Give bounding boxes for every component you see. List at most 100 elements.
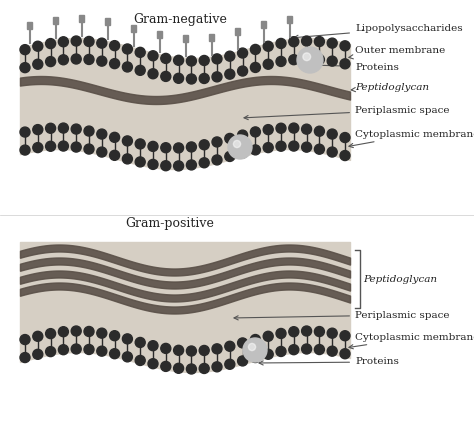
- Circle shape: [263, 125, 273, 135]
- Circle shape: [20, 334, 30, 345]
- Circle shape: [327, 56, 337, 66]
- Circle shape: [109, 132, 119, 142]
- Circle shape: [135, 337, 145, 348]
- Circle shape: [84, 126, 94, 136]
- Circle shape: [237, 338, 247, 348]
- Circle shape: [46, 39, 55, 48]
- Circle shape: [84, 345, 94, 354]
- Circle shape: [148, 51, 158, 61]
- Circle shape: [122, 136, 132, 146]
- Circle shape: [58, 327, 68, 337]
- Circle shape: [46, 329, 55, 339]
- Circle shape: [135, 139, 145, 149]
- Circle shape: [301, 142, 311, 152]
- Circle shape: [173, 55, 183, 65]
- Bar: [183, 35, 189, 42]
- Text: Cytoplasmic membrane: Cytoplasmic membrane: [349, 332, 474, 349]
- Circle shape: [301, 54, 311, 64]
- Circle shape: [148, 341, 158, 351]
- Circle shape: [33, 59, 43, 69]
- Circle shape: [297, 47, 323, 73]
- Circle shape: [340, 150, 350, 161]
- Circle shape: [46, 347, 55, 357]
- Circle shape: [97, 328, 107, 338]
- Bar: [236, 28, 240, 35]
- Circle shape: [340, 133, 350, 142]
- Circle shape: [109, 348, 119, 359]
- Circle shape: [109, 150, 119, 160]
- Circle shape: [263, 349, 273, 359]
- Text: Gram-negative: Gram-negative: [133, 13, 227, 26]
- Circle shape: [289, 123, 299, 133]
- Text: Periplasmic space: Periplasmic space: [234, 311, 449, 320]
- Circle shape: [71, 142, 81, 152]
- Circle shape: [199, 140, 209, 150]
- Text: Peptidoglycan: Peptidoglycan: [351, 82, 429, 92]
- Circle shape: [161, 71, 171, 82]
- Circle shape: [276, 346, 286, 357]
- Circle shape: [248, 343, 255, 351]
- Circle shape: [340, 349, 350, 359]
- Circle shape: [199, 56, 209, 65]
- Circle shape: [314, 37, 324, 46]
- Circle shape: [161, 54, 171, 63]
- Circle shape: [289, 327, 299, 337]
- Circle shape: [340, 331, 350, 341]
- Text: Outer membrane: Outer membrane: [349, 45, 445, 59]
- Circle shape: [33, 349, 43, 359]
- Circle shape: [109, 41, 119, 51]
- Circle shape: [135, 355, 145, 366]
- Circle shape: [20, 127, 30, 137]
- Bar: [80, 15, 84, 22]
- Circle shape: [199, 363, 209, 374]
- Circle shape: [20, 145, 30, 155]
- Circle shape: [250, 127, 260, 137]
- Circle shape: [186, 364, 196, 374]
- Circle shape: [58, 123, 68, 133]
- Circle shape: [314, 345, 324, 354]
- Circle shape: [212, 344, 222, 354]
- Circle shape: [301, 36, 311, 46]
- Circle shape: [33, 41, 43, 51]
- Circle shape: [97, 147, 107, 157]
- Circle shape: [199, 158, 209, 168]
- Circle shape: [212, 54, 222, 64]
- Circle shape: [250, 62, 260, 72]
- Circle shape: [122, 44, 132, 54]
- Circle shape: [327, 129, 337, 139]
- Circle shape: [58, 37, 68, 47]
- Bar: [157, 31, 163, 38]
- Circle shape: [71, 124, 81, 134]
- Circle shape: [199, 74, 209, 83]
- Circle shape: [289, 37, 299, 47]
- Circle shape: [161, 161, 171, 171]
- Bar: [106, 18, 110, 25]
- Circle shape: [186, 160, 196, 170]
- Circle shape: [301, 124, 311, 134]
- Circle shape: [33, 143, 43, 153]
- Circle shape: [58, 141, 68, 151]
- Circle shape: [186, 142, 196, 152]
- Circle shape: [237, 130, 247, 140]
- Circle shape: [276, 57, 286, 66]
- Circle shape: [237, 148, 247, 158]
- Circle shape: [263, 143, 273, 153]
- Bar: [262, 21, 266, 28]
- Circle shape: [303, 53, 310, 61]
- Circle shape: [276, 329, 286, 338]
- Circle shape: [186, 346, 196, 356]
- Circle shape: [225, 51, 235, 61]
- Circle shape: [84, 326, 94, 337]
- Circle shape: [161, 361, 171, 371]
- Circle shape: [263, 41, 273, 51]
- Bar: [288, 16, 292, 23]
- Circle shape: [212, 155, 222, 165]
- Text: Gram-positive: Gram-positive: [126, 217, 214, 230]
- Circle shape: [314, 326, 324, 337]
- Circle shape: [161, 143, 171, 153]
- Bar: [0, 0, 474, 215]
- Circle shape: [233, 140, 241, 147]
- Circle shape: [122, 334, 132, 344]
- Circle shape: [276, 123, 286, 133]
- Text: Periplasmic space: Periplasmic space: [244, 105, 449, 120]
